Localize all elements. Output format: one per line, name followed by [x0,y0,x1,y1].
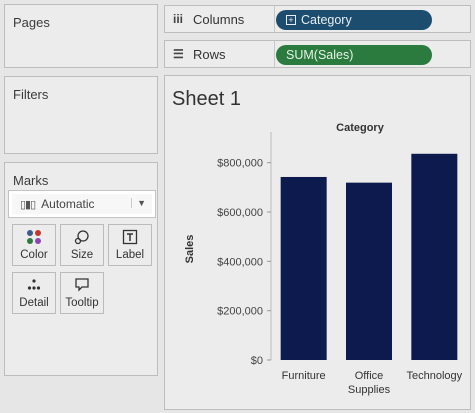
color-button-label: Color [20,249,48,261]
label-button-label: Label [115,249,145,261]
label-button[interactable]: Label [108,224,152,266]
rows-label-text: Rows [193,46,226,62]
category-pill-text: Category [301,13,352,27]
sheet-view: Sheet 1 Category Sales $0 $200,000 $400,000 $… [164,75,471,410]
y-tick-label: $800,000 [217,158,263,170]
sum-sales-pill-text: SUM(Sales) [286,48,354,62]
y-tick-label: $0 [251,355,263,367]
columns-shelf[interactable]: iii Columns + Category [164,5,471,33]
color-dots-icon [13,229,55,249]
x-tick-label: Furniture [282,370,326,382]
detail-button[interactable]: Detail [12,272,56,314]
label-icon [109,229,151,249]
detail-icon [13,277,55,297]
columns-icon: iii [173,12,184,26]
tooltip-icon [61,277,103,297]
x-tick-label: Technology [407,370,463,382]
tooltip-button-label: Tooltip [65,297,99,309]
size-button-label: Size [70,249,94,261]
y-tick-label: $400,000 [217,256,263,268]
marks-title: Marks [13,173,49,188]
category-pill[interactable]: + Category [276,10,432,30]
bar-technology [411,153,458,360]
rows-shelf-label: ☰ Rows [165,41,275,67]
bar-chart: Category Sales $0 $200,000 $400,000 $600,000 $… [184,122,463,396]
filters-title: Filters [13,87,49,102]
y-tick-label: $600,000 [217,207,263,219]
tooltip-button[interactable]: Tooltip [60,272,104,314]
bar-furniture [280,176,327,360]
mark-type-value: Automatic [41,197,95,211]
bar-office-supplies [346,182,392,360]
pages-title: Pages [13,15,50,30]
color-button[interactable]: Color [12,224,56,266]
y-tick-label: $200,000 [217,306,263,318]
bar-chart-icon: ▯▮▯ [20,198,36,211]
pages-card[interactable]: Pages [4,4,158,68]
filters-card[interactable]: Filters [4,76,158,154]
expand-plus-icon[interactable]: + [286,15,296,25]
mark-type-dropdown[interactable]: ▯▮▯ Automatic ▼ [8,190,156,218]
chevron-down-icon[interactable]: ▼ [131,198,146,208]
size-button[interactable]: Size [60,224,104,266]
chart-column-header: Category [336,122,385,134]
size-icon [61,229,103,249]
sum-sales-pill[interactable]: SUM(Sales) [276,45,432,65]
sheet-title: Sheet 1 [172,88,241,110]
rows-shelf[interactable]: ☰ Rows SUM(Sales) [164,40,471,68]
detail-button-label: Detail [19,297,49,309]
rows-icon: ☰ [173,47,184,61]
columns-shelf-label: iii Columns [165,6,275,32]
y-axis-title: Sales [184,235,196,264]
columns-label-text: Columns [193,11,245,27]
x-tick-label: Office Supplies [348,370,391,396]
marks-card: Marks ▯▮▯ Automatic ▼ Color Size [4,162,158,376]
